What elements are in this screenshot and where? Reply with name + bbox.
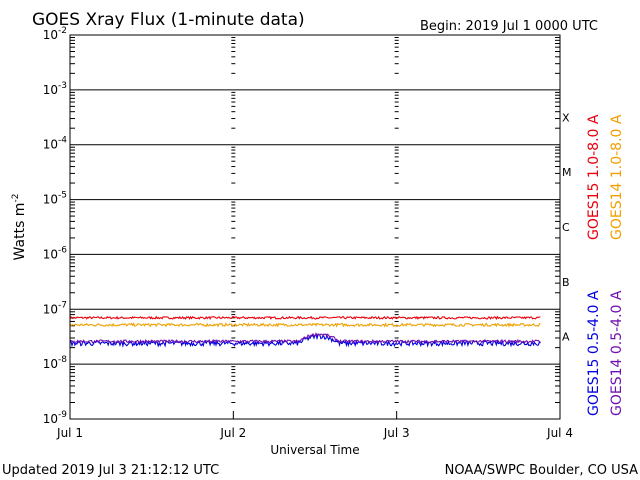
x-tick-label: Jul 3: [383, 426, 410, 440]
y-tick-label: 10-8: [43, 355, 68, 371]
legend: GOES15 1.0-8.0 A GOES14 1.0-8.0 A GOES15 0…: [586, 114, 625, 416]
flare-class-label: B: [562, 276, 570, 289]
series-group: [69, 315, 541, 348]
chart-title: GOES Xray Flux (1-minute data): [32, 10, 305, 30]
y-tick-label: 10-4: [43, 136, 68, 152]
y-tick-label: 10-6: [43, 245, 68, 261]
y-axis-label: Watts m-2: [11, 194, 28, 261]
flare-class-label: X: [562, 111, 570, 124]
y-tick-label: 10-3: [43, 81, 67, 97]
grid: [69, 37, 561, 419]
flare-class-label: M: [562, 166, 572, 179]
flare-class-labels: X M C B A: [562, 111, 572, 343]
y-tick-label: 10-5: [43, 191, 67, 207]
x-tick-label: Jul 4: [546, 426, 573, 440]
flare-class-label: A: [562, 331, 570, 344]
legend-entry: GOES14 1.0-8.0 A: [609, 114, 625, 240]
series-line: [69, 322, 541, 328]
y-tick-label: 10-2: [43, 26, 67, 42]
flare-class-label: C: [562, 221, 570, 234]
series-line: [69, 315, 541, 321]
x-tick-label: Jul 2: [219, 426, 246, 440]
begin-date: Begin: 2019 Jul 1 0000 UTC: [420, 19, 598, 34]
y-tick-label: 10-9: [43, 410, 68, 426]
legend-entry: GOES15 1.0-8.0 A: [586, 114, 602, 240]
legend-entry: GOES15 0.5-4.0 A: [586, 290, 602, 416]
updated-timestamp: Updated 2019 Jul 3 21:12:12 UTC: [2, 463, 219, 478]
x-tick-label: Jul 1: [56, 426, 83, 440]
y-tick-label: 10-7: [43, 300, 67, 316]
legend-entry: GOES14 0.5-4.0 A: [609, 290, 625, 416]
plot-frame: [69, 34, 561, 420]
source-credit: NOAA/SWPC Boulder, CO USA: [445, 463, 638, 478]
series-line: [69, 331, 541, 345]
x-axis-label: Universal Time: [270, 443, 359, 457]
